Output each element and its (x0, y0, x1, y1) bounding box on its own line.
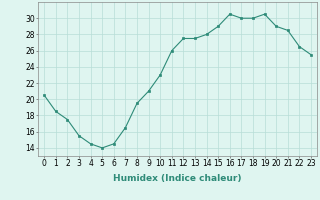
X-axis label: Humidex (Indice chaleur): Humidex (Indice chaleur) (113, 174, 242, 183)
